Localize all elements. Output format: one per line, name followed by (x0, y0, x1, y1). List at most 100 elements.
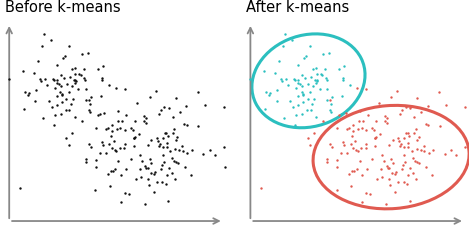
Point (312, 115, 319, 119)
Point (99, 140, 106, 144)
Point (132, 177, 139, 181)
Point (385, 143, 393, 147)
Point (153, 180, 161, 184)
Point (159, 145, 166, 149)
Point (321, 67, 329, 71)
Point (406, 200, 413, 203)
Point (87, 146, 95, 149)
Point (313, 78, 320, 82)
Point (82, 160, 90, 164)
Point (296, 82, 304, 85)
Point (424, 104, 431, 108)
Point (323, 160, 331, 164)
Point (179, 144, 186, 147)
Point (47, 38, 55, 42)
Point (105, 84, 112, 87)
Point (354, 127, 362, 131)
Point (78, 53, 85, 56)
Point (147, 138, 155, 142)
Point (123, 113, 130, 117)
Point (183, 152, 191, 155)
Point (50, 123, 58, 126)
Point (53, 63, 61, 67)
Text: After k-means: After k-means (246, 0, 349, 15)
Point (72, 72, 79, 76)
Point (172, 96, 180, 100)
Point (71, 115, 78, 119)
Point (72, 78, 79, 82)
Point (383, 117, 391, 120)
Point (144, 166, 152, 170)
Point (346, 84, 354, 87)
Point (112, 86, 120, 90)
Point (262, 90, 270, 94)
Point (71, 66, 79, 70)
Point (410, 115, 418, 119)
Point (53, 104, 61, 107)
Point (384, 166, 392, 169)
Point (170, 159, 178, 163)
Point (425, 123, 432, 127)
Point (181, 165, 188, 169)
Point (53, 78, 60, 82)
Point (389, 138, 396, 142)
Point (286, 99, 293, 103)
Point (395, 139, 403, 142)
Point (146, 158, 154, 161)
Point (348, 169, 356, 173)
Point (378, 167, 385, 171)
Point (312, 66, 319, 70)
Point (409, 171, 417, 175)
Point (220, 145, 228, 149)
Point (347, 184, 355, 187)
Point (378, 154, 385, 157)
Point (142, 122, 149, 125)
Point (413, 147, 420, 151)
Point (300, 93, 307, 97)
Point (410, 156, 417, 160)
Point (298, 112, 306, 116)
Point (345, 172, 353, 176)
Point (138, 159, 146, 163)
Point (294, 78, 301, 82)
Point (316, 88, 323, 91)
Point (411, 159, 419, 163)
Point (82, 87, 90, 91)
Point (78, 119, 86, 123)
Point (461, 145, 469, 149)
Point (391, 172, 399, 176)
Point (116, 146, 123, 150)
Point (394, 137, 402, 140)
Point (381, 114, 389, 118)
Point (72, 79, 80, 83)
Point (294, 104, 302, 107)
Point (36, 77, 44, 81)
Point (350, 129, 357, 133)
Point (312, 81, 320, 85)
Point (143, 166, 150, 169)
Point (60, 76, 68, 79)
Point (408, 149, 415, 153)
Point (155, 112, 163, 115)
Point (165, 106, 173, 110)
Point (61, 54, 68, 58)
Point (289, 38, 296, 42)
Point (159, 180, 166, 184)
Point (182, 104, 190, 108)
Point (91, 188, 99, 191)
Point (17, 186, 24, 190)
Point (319, 53, 327, 56)
Point (290, 77, 298, 81)
Point (195, 124, 202, 128)
Point (142, 164, 149, 168)
Point (404, 145, 412, 149)
Point (129, 128, 137, 132)
Point (304, 136, 311, 140)
Point (354, 149, 361, 153)
Point (415, 161, 423, 165)
Point (402, 105, 410, 109)
Point (300, 100, 307, 104)
Point (378, 175, 386, 179)
Point (99, 143, 106, 147)
Point (104, 126, 112, 130)
